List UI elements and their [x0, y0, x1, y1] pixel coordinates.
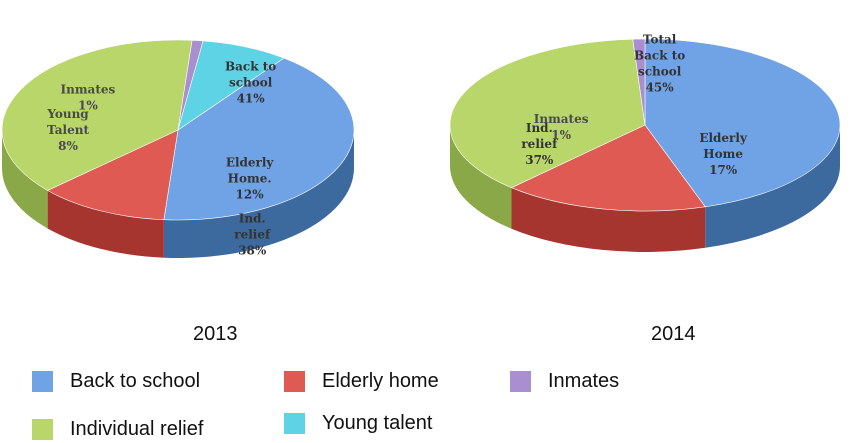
- legend-item-inmates: Inmates: [510, 370, 619, 393]
- pie-2013-label-back-to-school: Back to school 41%: [225, 59, 276, 105]
- legend-swatch-back-to-school: [32, 371, 53, 392]
- slice-label-line: school: [638, 65, 682, 79]
- legend-swatch-inmates: [510, 371, 531, 392]
- slice-label-line: Home: [703, 147, 743, 161]
- pie-2013: Back to school 41% Elderly Home. 12% Ind. relie…: [1, 39, 355, 258]
- pie-2013-label-inmates: Inmates 1%: [61, 83, 116, 113]
- pie-2014-side-individual-relief: [450, 125, 512, 229]
- slice-label-line: Ind.: [239, 211, 266, 225]
- pie-2013-label-individual-relief: Ind. relief 38%: [234, 211, 271, 257]
- slice-label-line: Total: [643, 33, 677, 47]
- pie-2014: Total Back to school 45% Elderly Home 17% Ind. r…: [449, 33, 841, 252]
- slice-label-line: relief: [521, 137, 558, 151]
- slice-label-line: Talent: [47, 123, 89, 137]
- slice-label-line: Elderly: [699, 131, 748, 145]
- slice-label-line: 41%: [237, 91, 266, 105]
- pie-2013-side-individual-relief: [2, 130, 48, 229]
- legend-label-inmates: Inmates: [548, 370, 620, 392]
- pie-2013-label-elderly-home: Elderly Home. 12%: [226, 156, 275, 202]
- slice-label-line: Inmates: [61, 83, 116, 97]
- pie-2013-slice-individual-relief: [1, 39, 193, 191]
- slice-label-line: 1%: [78, 99, 98, 113]
- legend-item-individual-relief: Individual relief: [32, 418, 203, 441]
- legend-label-young-talent: Young talent: [322, 412, 433, 434]
- slice-label-line: 8%: [58, 139, 78, 153]
- legend-item-elderly-home: Elderly home: [284, 370, 439, 393]
- slice-label-line: 12%: [236, 188, 265, 202]
- legend-label-elderly-home: Elderly home: [322, 370, 439, 392]
- pie-2013-slice-young-talent: [177, 40, 285, 131]
- legend-label-individual-relief: Individual relief: [70, 418, 204, 440]
- slice-label-line: relief: [234, 227, 271, 241]
- legend-item-back-to-school: Back to school: [32, 370, 200, 393]
- pie-2014-slice-individual-relief: [449, 38, 646, 189]
- slice-label-line: Elderly: [226, 156, 275, 170]
- slice-label-line: 1%: [551, 128, 571, 142]
- legend-swatch-young-talent: [284, 413, 305, 434]
- slice-label-line: Young: [46, 107, 89, 121]
- slice-label-line: 38%: [238, 243, 267, 257]
- slice-label-line: Ind.: [526, 121, 553, 135]
- pie-2014-side-elderly-home: [511, 187, 706, 252]
- slice-label-line: Inmates: [534, 112, 589, 126]
- slice-label-line: 17%: [709, 163, 738, 177]
- slice-label-line: school: [229, 75, 273, 89]
- legend-item-young-talent: Young talent: [284, 412, 432, 435]
- pie-2014-side-back-to-school: [705, 125, 840, 248]
- pie-2013-side-back-to-school: [163, 130, 355, 258]
- pie-2014-year-label: 2014: [651, 323, 696, 345]
- pie-2013-label-young-talent: Young Talent 8%: [46, 107, 89, 153]
- pie-2013-year-label: 2013: [193, 323, 238, 345]
- slice-label-line: 45%: [646, 81, 675, 95]
- pie-2014-slice-inmates: [632, 38, 646, 126]
- pie-2014-slice-back-to-school: [644, 38, 841, 208]
- pie-2014-label-individual-relief: Ind. relief 37%: [521, 121, 558, 167]
- legend-swatch-elderly-home: [284, 371, 305, 392]
- slice-label-line: Back to: [225, 59, 276, 73]
- pie-2014-label-back-to-school: Total Back to school 45%: [634, 33, 685, 95]
- pie-2013-side-elderly-home: [47, 190, 164, 258]
- slice-label-line: Home.: [228, 172, 272, 186]
- legend-swatch-individual-relief: [32, 419, 53, 440]
- pie-2014-label-inmates: Inmates 1%: [534, 112, 589, 142]
- pie-2014-label-elderly-home: Elderly Home 17%: [699, 131, 748, 177]
- pie-2014-slice-elderly-home: [510, 124, 706, 212]
- pie-charts-svg: Back to school 41% Elderly Home. 12% Ind. relie…: [1, 33, 841, 258]
- pie-2013-slice-elderly-home: [46, 129, 179, 221]
- pie-2013-slice-back-to-school: [163, 57, 355, 221]
- slice-label-line: Back to: [634, 49, 685, 63]
- slice-label-line: 37%: [525, 153, 554, 167]
- legend-label-back-to-school: Back to school: [70, 370, 201, 392]
